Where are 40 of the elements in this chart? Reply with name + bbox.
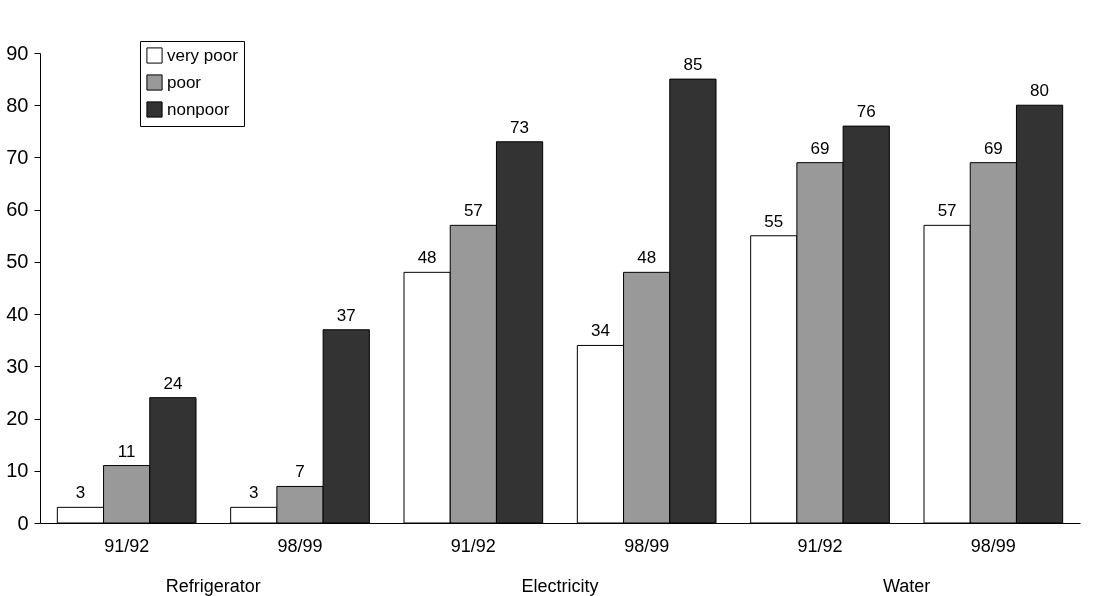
y-tick-label: 10 bbox=[6, 459, 29, 482]
data-label: 3 bbox=[249, 483, 259, 503]
x-tick-label: 91/92 bbox=[797, 535, 843, 556]
data-label: 7 bbox=[295, 462, 305, 482]
y-tick-label: 20 bbox=[6, 407, 29, 430]
data-label: 55 bbox=[764, 211, 784, 231]
x-tick-label: 91/92 bbox=[450, 535, 496, 556]
data-label: 73 bbox=[510, 117, 530, 137]
data-label: 3 bbox=[75, 483, 86, 503]
y-tick-label: 0 bbox=[17, 511, 29, 534]
data-label: 76 bbox=[856, 102, 876, 122]
data-label: 34 bbox=[590, 321, 610, 341]
y-tick-label: 40 bbox=[6, 302, 29, 325]
data-label: 69 bbox=[810, 138, 830, 158]
data-label: 80 bbox=[1030, 81, 1050, 101]
text: Refrigerator bbox=[165, 576, 261, 596]
x-tick-label: 91/92 bbox=[104, 535, 150, 556]
y-tick-label: 30 bbox=[6, 354, 29, 377]
x-tick-label: 98/99 bbox=[277, 535, 323, 556]
legend-label: very poor bbox=[167, 45, 239, 65]
x-tick-label: 98/99 bbox=[970, 535, 1016, 556]
x-tick-label: 98/99 bbox=[624, 535, 670, 556]
data-label: 48 bbox=[637, 248, 657, 268]
text: Electricity bbox=[521, 576, 599, 596]
legend-label: poor bbox=[167, 72, 202, 92]
data-label: 11 bbox=[117, 441, 136, 461]
legend-label: nonpoor bbox=[167, 99, 230, 119]
y-tick-label: 60 bbox=[6, 198, 29, 221]
data-label: 57 bbox=[463, 201, 483, 221]
data-label: 37 bbox=[336, 305, 356, 325]
y-tick-label: 90 bbox=[6, 41, 29, 64]
data-label: 85 bbox=[683, 55, 703, 75]
text: Water bbox=[882, 576, 931, 596]
data-label: 57 bbox=[937, 201, 957, 221]
data-label: 24 bbox=[163, 373, 183, 393]
y-tick-label: 50 bbox=[6, 250, 29, 273]
y-tick-label: 80 bbox=[6, 93, 29, 116]
data-label: 48 bbox=[417, 248, 437, 268]
y-tick-label: 70 bbox=[6, 145, 29, 168]
data-label: 69 bbox=[983, 138, 1003, 158]
